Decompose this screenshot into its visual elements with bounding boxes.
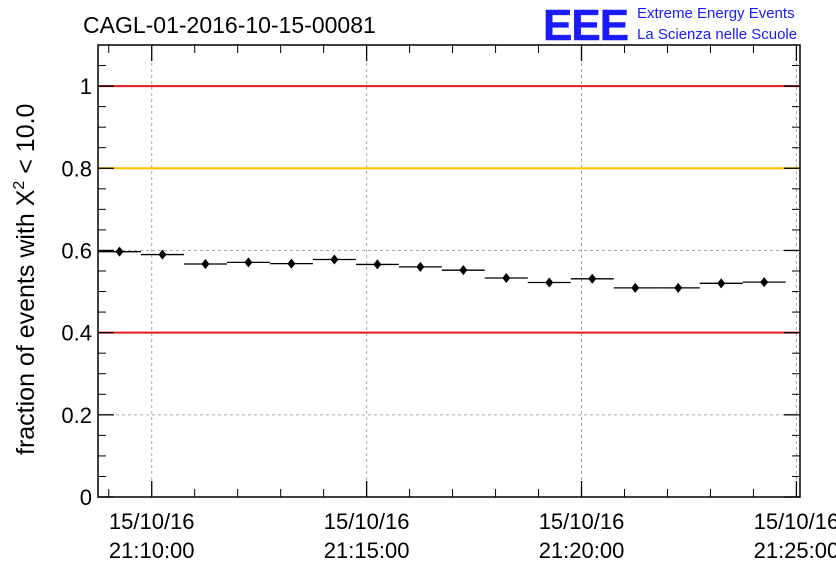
point-marker xyxy=(760,277,769,288)
x-tick-label-date: 15/10/16 xyxy=(109,509,195,534)
data-point xyxy=(699,278,743,289)
y-axis-label: fraction of events with X2 < 10.0 xyxy=(11,104,40,455)
data-point xyxy=(355,259,399,270)
data-point xyxy=(398,261,442,272)
data-point xyxy=(656,282,700,293)
x-tick-label-date: 15/10/16 xyxy=(324,509,410,534)
data-point xyxy=(527,277,571,288)
y-tick-label: 0 xyxy=(80,485,92,510)
logo-line1: Extreme Energy Events xyxy=(637,5,795,22)
data-point xyxy=(312,254,356,265)
data-point xyxy=(613,282,657,293)
x-tick-label-date: 15/10/16 xyxy=(754,509,836,534)
y-tick-label: 1 xyxy=(80,74,92,99)
x-tick-label-time: 21:10:00 xyxy=(109,538,195,563)
data-points xyxy=(98,246,786,293)
point-marker xyxy=(545,277,554,288)
x-tick-label-time: 21:25:00 xyxy=(754,538,836,563)
logo-mark: EEE xyxy=(543,1,628,50)
data-point xyxy=(140,249,184,260)
point-marker xyxy=(631,282,640,293)
y-tick-label: 0.4 xyxy=(61,321,92,346)
point-marker xyxy=(330,254,339,265)
y-axis: 0 0.2 0.4 0.6 0.8 1 xyxy=(61,65,800,510)
point-marker xyxy=(287,258,296,269)
point-marker xyxy=(416,261,425,272)
chart-title: CAGL-01-2016-10-15-00081 xyxy=(83,12,376,38)
y-axis-label-threshold: < 10.0 xyxy=(12,104,40,181)
y-tick-label: 0.6 xyxy=(61,238,92,263)
point-marker xyxy=(588,273,597,284)
plot-frame xyxy=(97,44,801,498)
data-point xyxy=(269,258,313,269)
point-marker xyxy=(158,249,167,260)
data-point xyxy=(441,265,485,276)
data-point xyxy=(183,259,227,270)
data-point xyxy=(226,257,270,268)
data-point xyxy=(98,246,141,257)
point-marker xyxy=(717,278,726,289)
point-marker xyxy=(244,257,253,268)
y-tick-label: 0.8 xyxy=(61,156,92,181)
data-point xyxy=(484,272,528,283)
y-tick-label: 0.2 xyxy=(61,403,92,428)
reference-lines xyxy=(98,85,800,334)
point-marker xyxy=(674,282,683,293)
eee-logo: EEE Extreme Energy Events La Scienza nel… xyxy=(543,1,797,51)
point-marker xyxy=(201,259,210,270)
point-marker xyxy=(502,272,511,283)
point-marker xyxy=(115,246,124,257)
data-point xyxy=(570,273,614,284)
point-marker xyxy=(373,259,382,270)
x-axis: 15/10/16 21:10:00 15/10/16 21:15:00 15/10/16… xyxy=(108,45,836,563)
data-point xyxy=(742,277,786,288)
y-axis-label-superscript: 2 xyxy=(11,181,28,190)
x-tick-label-time: 21:20:00 xyxy=(539,538,625,563)
x-tick-label-date: 15/10/16 xyxy=(539,509,625,534)
x-tick-label-time: 21:15:00 xyxy=(324,538,410,563)
y-axis-label-main: fraction of events with X xyxy=(12,189,40,455)
point-marker xyxy=(459,265,468,276)
logo-line2: La Scienza nelle Scuole xyxy=(637,26,797,43)
grid xyxy=(98,45,800,497)
